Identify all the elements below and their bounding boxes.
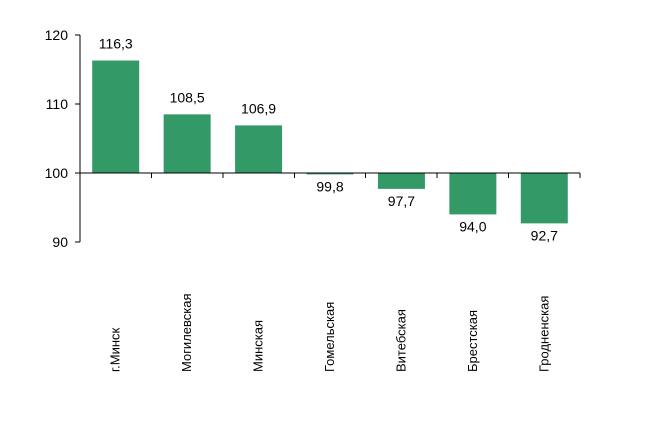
bar-0 — [92, 60, 140, 173]
data-label-4: 97,7 — [388, 193, 415, 209]
data-label-5: 94,0 — [459, 218, 486, 234]
labels-group: 116,3 г.Минск 108,5 Могилевская 106,9 Минская… — [99, 36, 558, 372]
bar-3 — [306, 173, 354, 175]
category-label-5: Брестская — [465, 310, 480, 372]
bar-2 — [235, 125, 283, 173]
y-tick-label-2: 110 — [46, 96, 69, 112]
bars-group — [92, 60, 568, 224]
y-tick-label-3: 120 — [45, 27, 69, 43]
y-tick-label-1: 100 — [45, 165, 69, 181]
category-label-2: Минская — [251, 320, 266, 372]
y-tick-label-0: 90 — [52, 234, 68, 250]
data-label-3: 99,8 — [316, 178, 343, 194]
category-label-3: Гомельская — [322, 302, 337, 372]
bar-1 — [163, 114, 211, 173]
data-label-6: 92,7 — [531, 227, 558, 243]
category-label-0: г.Минск — [108, 327, 123, 372]
data-label-2: 106,9 — [241, 100, 276, 116]
data-label-1: 108,5 — [170, 89, 205, 105]
bar-5 — [449, 173, 497, 215]
axes-group: 90 100 110 120 — [45, 27, 581, 250]
category-label-1: Могилевская — [179, 293, 194, 372]
category-label-6: Гродненская — [536, 296, 551, 372]
bar-4 — [377, 173, 425, 189]
category-label-4: Витебская — [393, 309, 408, 372]
bar-6 — [520, 173, 568, 224]
data-label-0: 116,3 — [99, 36, 133, 52]
